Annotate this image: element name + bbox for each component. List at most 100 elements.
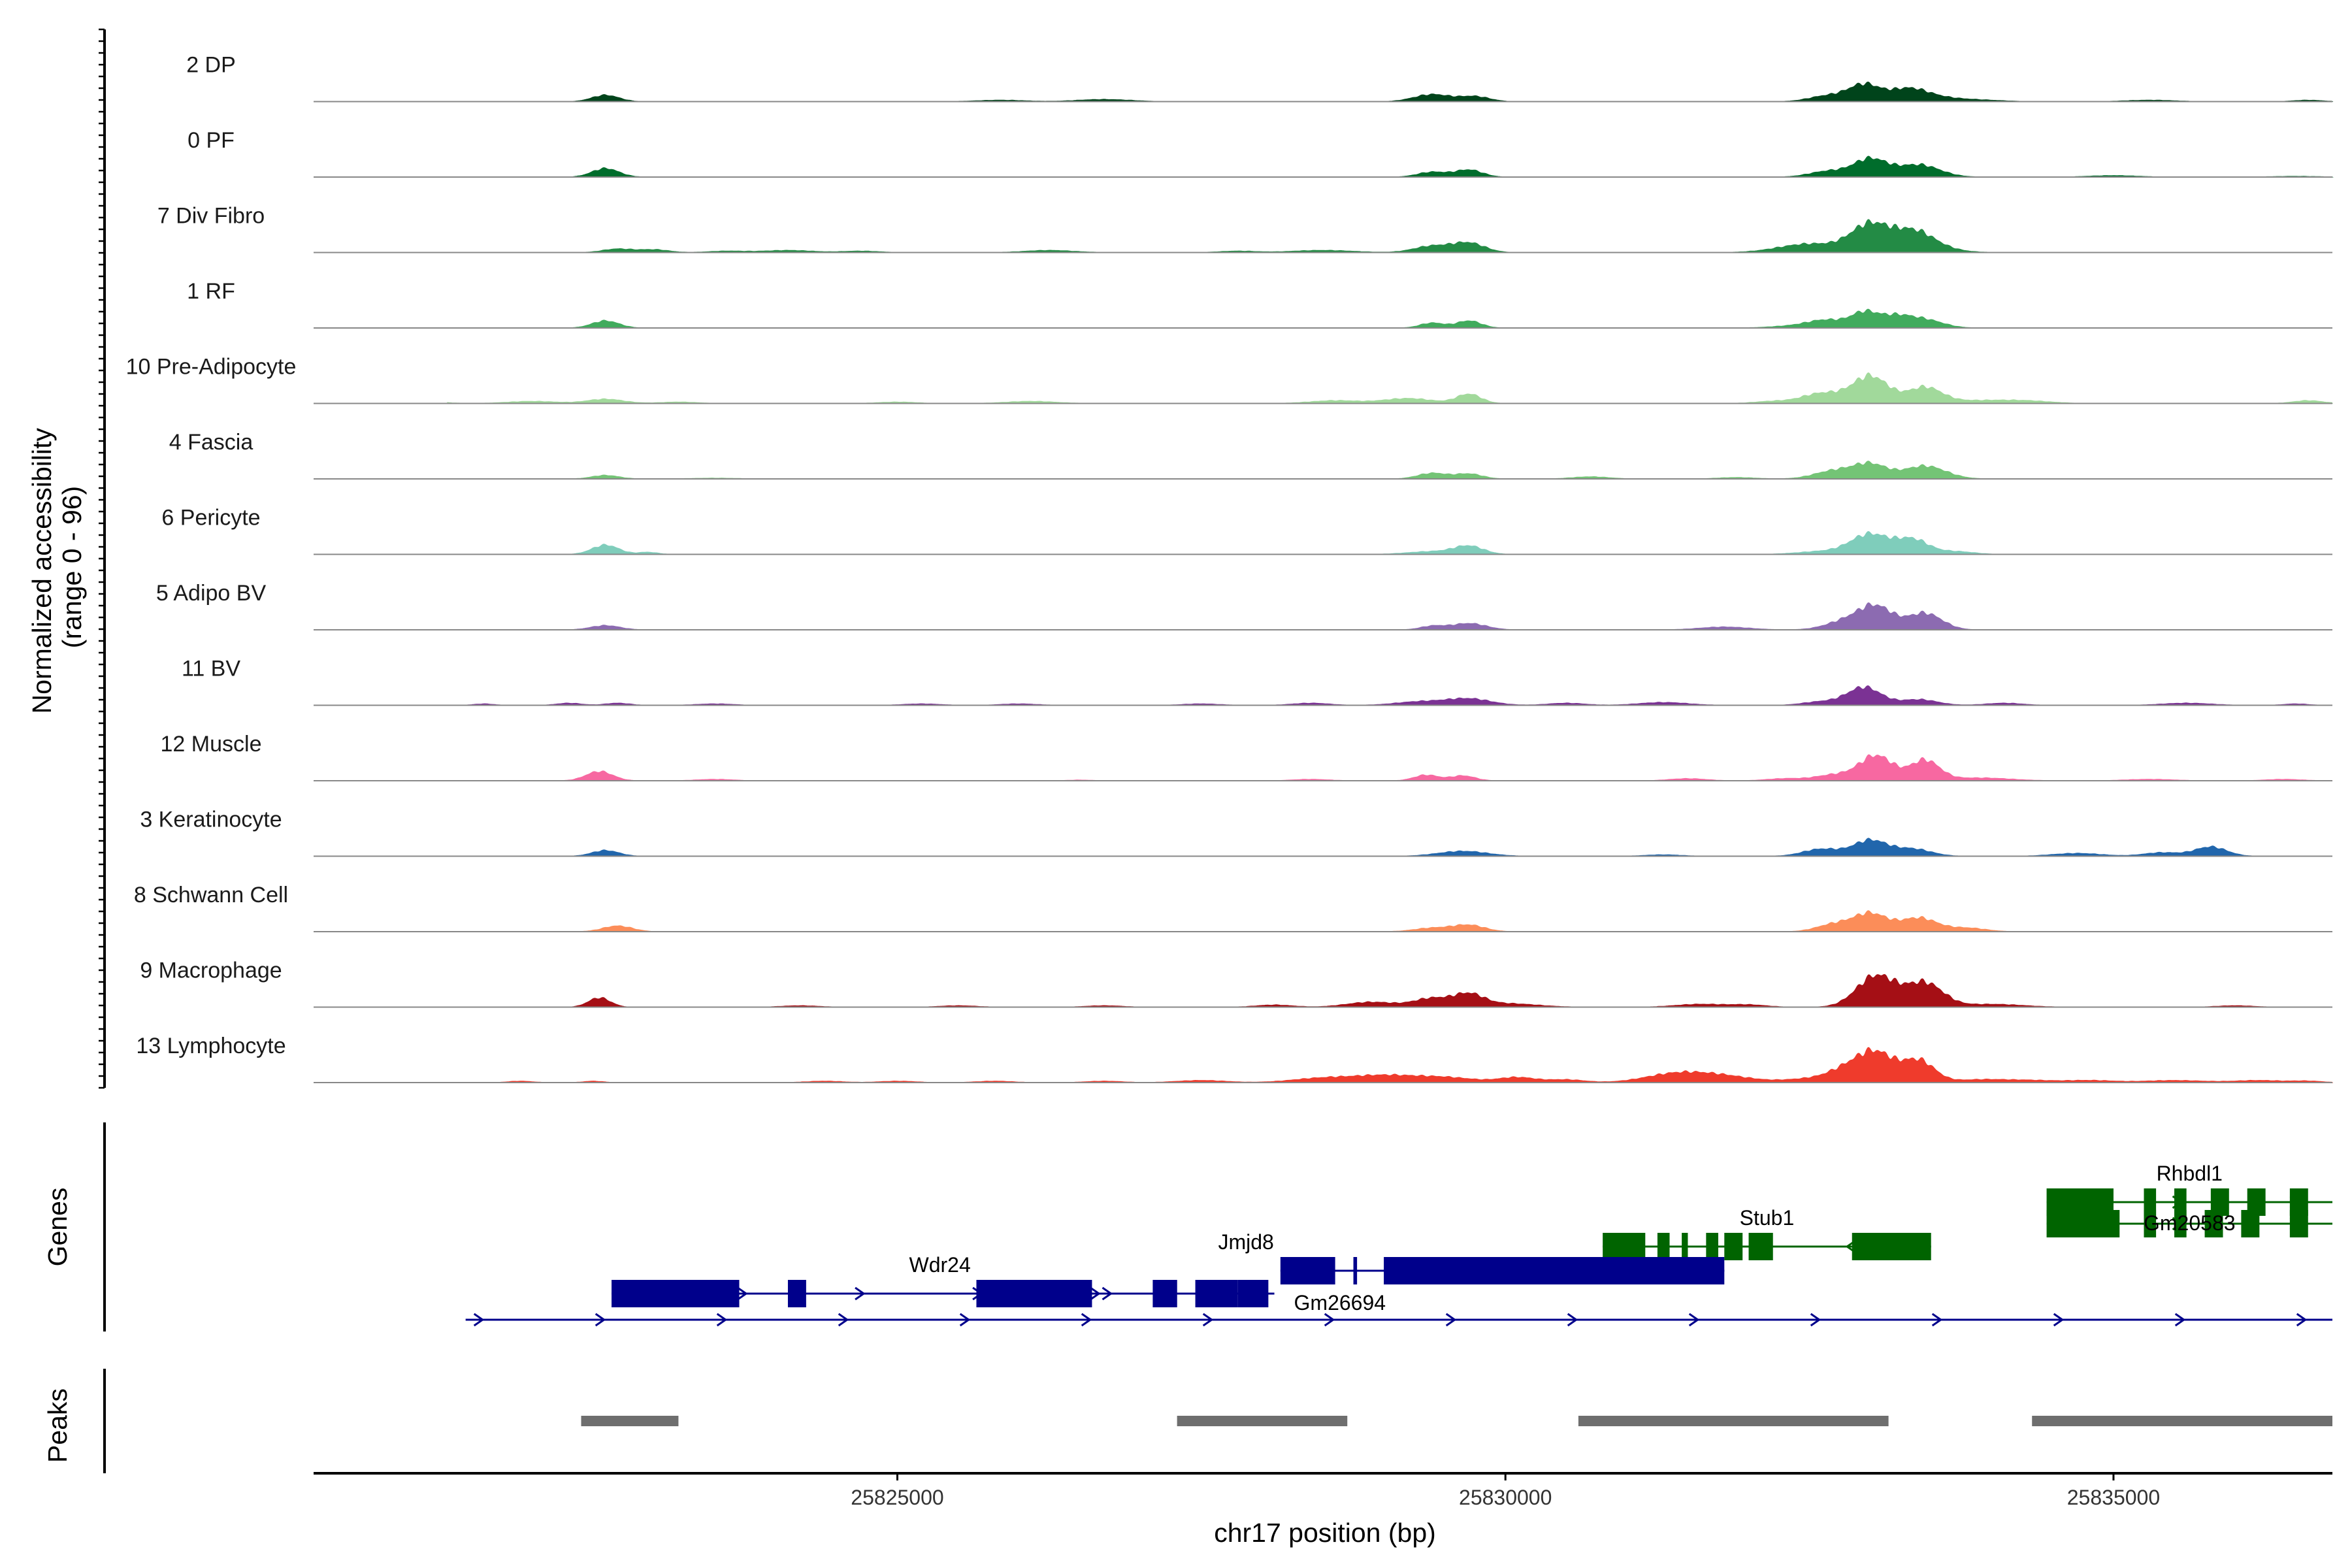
track-5: 10 Pre-Adipocyte [126,355,2333,404]
exon [2174,1210,2187,1237]
strand-arrow [737,1286,748,1301]
exon [1165,1280,1177,1307]
track-14: 13 Lymphocyte [136,1034,2334,1083]
track-label: 0 PF [188,128,235,153]
track-label: 6 Pericyte [161,506,260,531]
peak-region [2032,1416,2332,1426]
exon [1603,1233,1646,1260]
track-label: 13 Lymphocyte [136,1034,286,1058]
peak-region [581,1416,679,1426]
coverage-area [447,81,2334,102]
strand-arrow [2174,1313,2186,1327]
gene-model: Rhbdl1 [2046,1162,2332,1216]
exon [2046,1210,2120,1237]
strand-arrow [1931,1313,1943,1327]
track-label: 7 Div Fibro [157,204,265,229]
coverage-area [447,308,2332,329]
exon [1195,1280,1232,1307]
strand-arrow [595,1313,606,1327]
y-axis-title-line-1: Normalized accessibility [27,427,57,713]
track-11: 3 Keratinocyte [140,808,2332,857]
exon [1706,1233,1718,1260]
track-8: 5 Adipo BV [156,581,2332,630]
coverage-area [447,461,2332,480]
strand-arrow [1324,1313,1335,1327]
strand-arrow [1090,1286,1101,1301]
coverage-area [447,219,2332,253]
strand-arrow [1081,1313,1092,1327]
exon [2174,1188,2187,1216]
exon [612,1280,740,1307]
track-label: 2 DP [186,53,236,78]
gene-label: Gm20583 [2144,1211,2236,1235]
exon [1724,1233,1743,1260]
exon [1353,1257,1358,1284]
strand-arrow [1445,1313,1457,1327]
exon [2204,1210,2223,1237]
track-label: 3 Keratinocyte [140,808,282,832]
strand-arrow [1810,1313,1821,1327]
gene-model: Stub1 [1603,1206,1931,1260]
gene-model [465,1313,2332,1327]
x-axis-tick-label: 25825000 [851,1486,943,1509]
exon [1852,1233,1931,1260]
track-1: 2 DP [186,53,2334,103]
strand-arrow [855,1286,866,1301]
track-label: 8 Schwann Cell [134,883,288,907]
track-13: 9 Macrophage [140,958,2332,1008]
track-label: 9 Macrophage [140,958,282,983]
track-label: 11 BV [182,657,240,681]
coverage-y-axis [99,28,106,1089]
gene-model: Wdr24 [612,1253,1269,1307]
strand-arrow [1567,1313,1578,1327]
track-3: 7 Div Fibro [157,204,2332,253]
peak-region [1578,1416,1889,1426]
x-axis-title: chr17 position (bp) [1214,1518,1436,1548]
gene-label: Jmjd8 [1218,1230,1273,1254]
strand-arrow [1688,1313,1700,1327]
track-12: 8 Schwann Cell [134,883,2332,932]
coverage-area [447,155,2334,178]
peak-region [1177,1416,1348,1426]
exon [1280,1257,1335,1284]
coverage-tracks: 2 DP 0 PF 7 Div Fibro 1 RF 10 Pre-Adipocyte 4… [126,53,2334,1083]
coverage-area [447,754,2333,781]
y-axis-title-line-2: (range 0 - 96) [57,486,87,648]
track-label: 10 Pre-Adipocyte [126,355,297,380]
track-10: 12 Muscle [161,732,2333,781]
exon [1682,1233,1688,1260]
coverage-area [447,838,2332,857]
coverage-area [447,973,2332,1007]
peaks-panel-title: Peaks [42,1388,73,1463]
exon [787,1280,806,1307]
coverage-area [447,685,2332,706]
track-label: 12 Muscle [161,732,262,757]
strand-arrow [2053,1313,2065,1327]
track-label: 5 Adipo BV [156,581,267,606]
strand-arrow [473,1313,485,1327]
strand-arrow [1202,1313,1214,1327]
gene-label: Gm26694 [1294,1291,1386,1315]
y-axis-title: Normalized accessibility (range 0 - 96) [27,421,87,714]
gene-label: Stub1 [1740,1206,1795,1230]
coverage-area [447,910,2332,932]
genes-panel-title: Genes [42,1188,73,1267]
exon [1748,1233,1773,1260]
exon [2289,1210,2308,1237]
track-7: 6 Pericyte [161,506,2332,555]
coverage-area [447,372,2333,404]
exon [2144,1188,2157,1216]
genes-panel: Rhbdl1 Gm20583 Stub1 Jmjd8 Gm26694 Wdr24 [103,1122,2332,1331]
exon [1237,1280,1269,1307]
gene-label: Rhbdl1 [2157,1162,2223,1185]
strand-arrow [2296,1313,2308,1327]
coverage-area [447,602,2332,630]
exon [1384,1257,1725,1284]
track-6: 4 Fascia [169,430,2332,480]
gene-model: Gm20583 [2046,1210,2332,1237]
gene-label: Wdr24 [909,1253,971,1277]
x-axis: 25825000 25830000 25835000 [314,1472,2332,1509]
peaks-panel [103,1369,2332,1473]
strand-arrow [959,1313,971,1327]
